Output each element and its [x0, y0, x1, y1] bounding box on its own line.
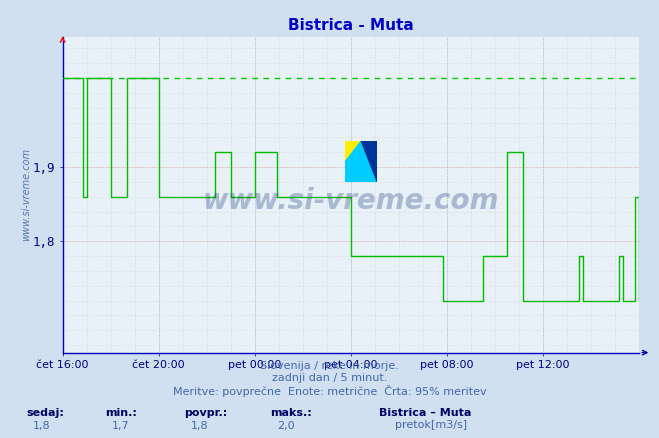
- Text: Meritve: povprečne  Enote: metrične  Črta: 95% meritev: Meritve: povprečne Enote: metrične Črta:…: [173, 385, 486, 397]
- Text: www.si-vreme.com: www.si-vreme.com: [203, 187, 499, 215]
- Polygon shape: [345, 141, 377, 182]
- Text: Slovenija / reke in morje.: Slovenija / reke in morje.: [260, 361, 399, 371]
- Text: Bistrica – Muta: Bistrica – Muta: [379, 408, 471, 418]
- Polygon shape: [345, 141, 361, 162]
- Text: 1,8: 1,8: [33, 421, 51, 431]
- Polygon shape: [361, 141, 377, 182]
- Text: 1,7: 1,7: [112, 421, 130, 431]
- Text: min.:: min.:: [105, 408, 137, 418]
- Y-axis label: www.si-vreme.com: www.si-vreme.com: [21, 148, 31, 241]
- Text: povpr.:: povpr.:: [185, 408, 228, 418]
- Text: maks.:: maks.:: [270, 408, 312, 418]
- Text: 1,8: 1,8: [191, 421, 209, 431]
- Text: zadnji dan / 5 minut.: zadnji dan / 5 minut.: [272, 373, 387, 383]
- Title: Bistrica - Muta: Bistrica - Muta: [288, 18, 414, 33]
- Text: pretok[m3/s]: pretok[m3/s]: [395, 420, 467, 431]
- Text: 2,0: 2,0: [277, 421, 295, 431]
- Text: sedaj:: sedaj:: [26, 408, 64, 418]
